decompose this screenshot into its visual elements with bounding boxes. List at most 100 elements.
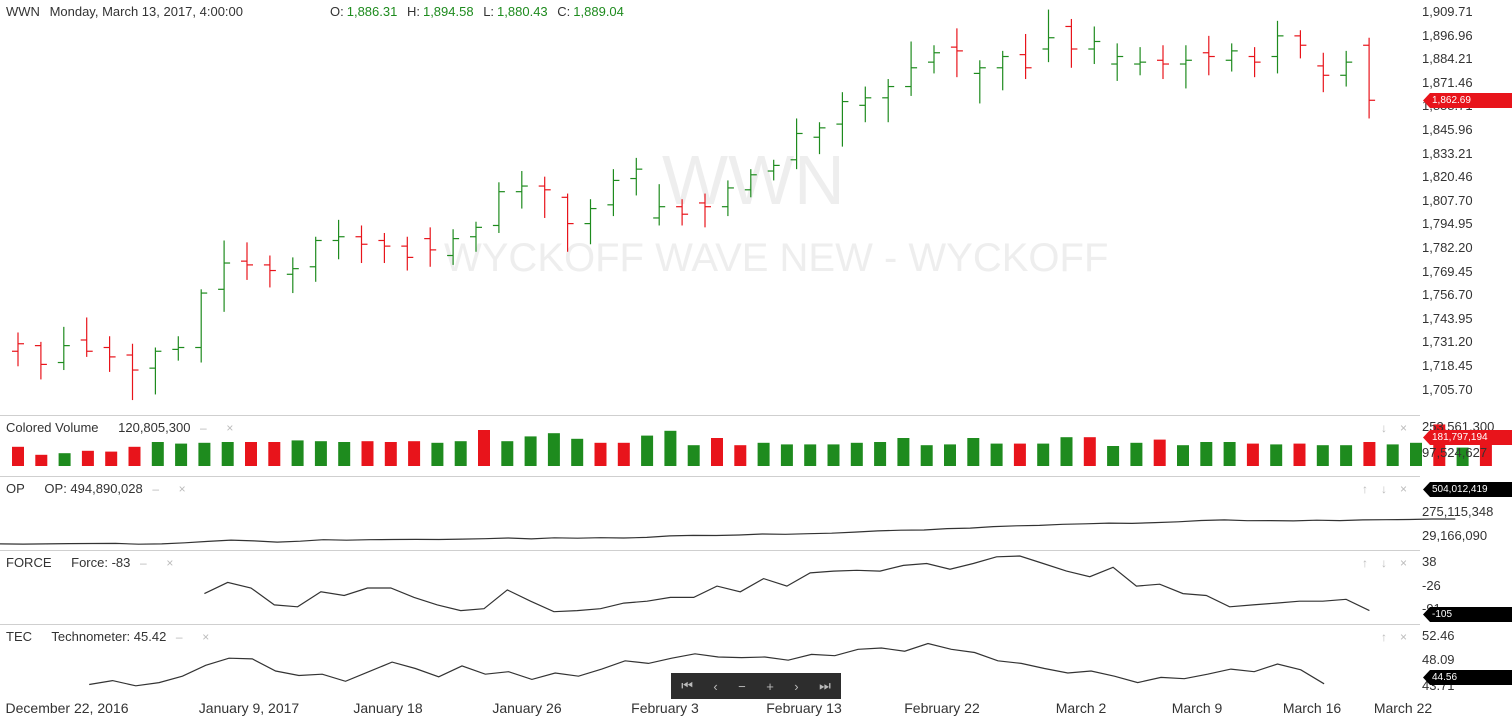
- move-pane-down-icon[interactable]: ↓: [1381, 556, 1387, 570]
- volume-bar: [408, 441, 421, 466]
- pane-separator[interactable]: [0, 550, 1420, 551]
- volume-bar: [454, 441, 467, 466]
- volume-bar: [1107, 446, 1120, 466]
- volume-bar: [547, 433, 560, 466]
- close-pane-button[interactable]: ×: [226, 421, 234, 435]
- close-pane-icon[interactable]: ×: [1400, 556, 1408, 570]
- scroll-left-button[interactable]: ‹: [713, 678, 718, 694]
- price-axis-label: 1,731.20: [1422, 334, 1473, 350]
- volume-bar: [944, 444, 956, 466]
- time-axis-label: February 13: [766, 700, 842, 716]
- volume-bar: [1060, 437, 1073, 466]
- minimize-pane-button[interactable]: –: [152, 482, 160, 496]
- pane-separator[interactable]: [0, 624, 1420, 625]
- volume-badge: 181,797,194: [1423, 430, 1512, 445]
- close-pane-button[interactable]: ×: [202, 630, 210, 644]
- volume-pane-header: Colored Volume 120,805,300 – ×: [6, 420, 239, 435]
- volume-bar: [920, 445, 933, 466]
- move-pane-down-icon[interactable]: ↓: [1381, 421, 1387, 435]
- high-value: 1,894.58: [422, 4, 474, 19]
- time-axis-label: January 9, 2017: [198, 700, 300, 716]
- volume-pane-title: Colored Volume: [6, 420, 99, 435]
- volume-bar: [687, 445, 700, 466]
- move-pane-up-icon[interactable]: ↑: [1381, 630, 1387, 644]
- close-label: C:: [557, 4, 571, 19]
- volume-bar: [990, 443, 1003, 466]
- pane-separator[interactable]: [0, 476, 1420, 477]
- chart-navigator: ⏮ ‹ − + › ⏭: [671, 673, 841, 699]
- close-pane-button[interactable]: ×: [178, 482, 186, 496]
- close-value: 1,889.04: [573, 4, 624, 19]
- volume-bar: [734, 445, 747, 466]
- volume-bar: [221, 442, 234, 466]
- time-axis-label: February 22: [904, 700, 980, 716]
- volume-bar: [571, 438, 584, 466]
- ohlc-readout: O: 1,886.31 H: 1,894.58 L: 1,880.43 C: 1,889…: [330, 4, 630, 19]
- op-pane-header: OP OP: 494,890,028 – ×: [6, 481, 192, 496]
- price-axis-label: 1,884.21: [1422, 51, 1473, 67]
- volume-bar: [431, 442, 444, 466]
- pane-separator[interactable]: [0, 415, 1420, 416]
- force-line: [204, 555, 1370, 613]
- go-to-end-button[interactable]: ⏭: [819, 678, 831, 693]
- op-badge: 504,012,419: [1423, 482, 1512, 497]
- volume-bar: [268, 442, 281, 466]
- volume-bar: [1270, 444, 1283, 466]
- price-axis-label: 1,794.95: [1422, 216, 1473, 232]
- high-label: H:: [406, 4, 420, 19]
- tec-badge: 44.56: [1423, 670, 1512, 685]
- scroll-right-button[interactable]: ›: [794, 678, 799, 694]
- tec-axis-mid: 48.09: [1422, 652, 1455, 667]
- move-pane-up-icon[interactable]: ↑: [1362, 482, 1368, 496]
- tec-pane-value: Technometer: 45.42: [51, 629, 167, 644]
- minimize-pane-button[interactable]: –: [140, 556, 147, 570]
- volume-bar: [478, 430, 490, 466]
- price-header: WWN Monday, March 13, 2017, 4:00:00: [6, 4, 249, 19]
- zoom-out-button[interactable]: −: [738, 678, 746, 694]
- price-axis-label: 1,743.95: [1422, 310, 1473, 326]
- time-axis-label: March 2: [1055, 700, 1107, 716]
- volume-bar: [1037, 443, 1050, 466]
- price-axis-label: 1,807.70: [1422, 192, 1473, 208]
- close-pane-button[interactable]: ×: [166, 556, 174, 570]
- move-pane-up-icon[interactable]: ↑: [1362, 556, 1368, 570]
- volume-bar: [314, 441, 327, 466]
- close-pane-icon[interactable]: ×: [1400, 630, 1408, 644]
- volume-bar: [198, 442, 211, 466]
- volume-axis-mid: 97,524,627: [1422, 445, 1488, 460]
- time-axis-label: March 22: [1373, 700, 1433, 716]
- volume-bar: [1410, 442, 1422, 466]
- close-pane-icon[interactable]: ×: [1400, 482, 1408, 496]
- open-value: 1,886.31: [346, 4, 398, 19]
- volume-bar: [617, 442, 630, 466]
- go-to-start-button[interactable]: ⏮: [681, 678, 693, 693]
- volume-bar: [81, 450, 94, 466]
- op-line: [0, 518, 1456, 545]
- op-pane-title: OP: [6, 481, 25, 496]
- move-pane-down-icon[interactable]: ↓: [1381, 482, 1387, 496]
- volume-bar: [384, 442, 397, 466]
- force-axis-high: 38: [1422, 554, 1437, 569]
- price-axis-label: 1,909.71: [1422, 4, 1473, 19]
- volume-bar: [804, 444, 817, 466]
- force-pane-value: Force: -83: [71, 555, 131, 570]
- price-axis-label: 1,820.46: [1422, 169, 1473, 185]
- minimize-pane-button[interactable]: –: [200, 421, 207, 435]
- op-pane-value: OP: 494,890,028: [44, 481, 143, 496]
- price-axis-label: 1,845.96: [1422, 122, 1473, 137]
- volume-bar: [128, 446, 141, 466]
- volume-pane-value: 120,805,300: [118, 420, 191, 435]
- volume-bar: [1083, 437, 1096, 466]
- volume-bar: [594, 442, 607, 466]
- volume-bar: [1246, 443, 1259, 466]
- volume-bar: [291, 440, 304, 466]
- volume-bar: [850, 442, 863, 466]
- volume-bar: [1153, 439, 1166, 466]
- minimize-pane-button[interactable]: –: [175, 630, 183, 644]
- close-pane-icon[interactable]: ×: [1400, 421, 1408, 435]
- volume-bar: [967, 438, 980, 466]
- volume-bar: [12, 446, 24, 466]
- last-price-badge: 1,862.69: [1423, 93, 1512, 108]
- zoom-in-button[interactable]: +: [766, 678, 774, 694]
